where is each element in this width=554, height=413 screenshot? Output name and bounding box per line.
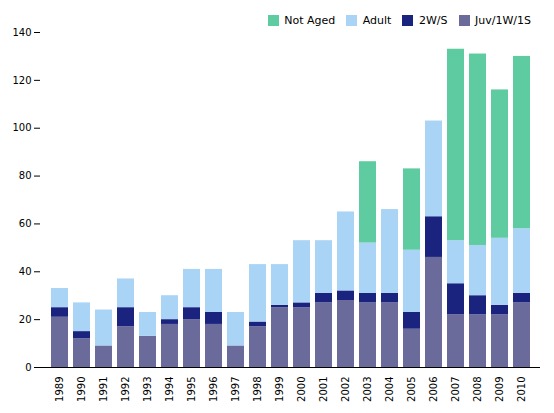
svg-text:1997: 1997 <box>230 377 241 402</box>
svg-text:1990: 1990 <box>76 377 87 402</box>
svg-text:1996: 1996 <box>208 377 219 402</box>
svg-text:100: 100 <box>12 122 31 133</box>
svg-text:2008: 2008 <box>472 377 483 402</box>
svg-text:0: 0 <box>25 362 31 373</box>
html-text:2W/S: 2W/S <box>418 14 448 27</box>
svg-text:2006: 2006 <box>428 377 439 402</box>
svg-text:80: 80 <box>19 170 32 181</box>
svg-text:2009: 2009 <box>494 377 505 402</box>
svg-text:2001: 2001 <box>318 377 329 402</box>
svg-text:2003: 2003 <box>362 377 373 402</box>
html-text:Adult: Adult <box>362 14 392 27</box>
svg-text:60: 60 <box>19 218 32 229</box>
svg-text:1998: 1998 <box>252 377 263 402</box>
html-text:Juv/1W/1S: Juv/1W/1S <box>475 14 531 27</box>
svg-text:2010: 2010 <box>516 377 527 402</box>
html-text:Not Aged: Not Aged <box>284 14 336 27</box>
svg-text:1994: 1994 <box>164 377 175 402</box>
svg-text:40: 40 <box>19 266 32 277</box>
svg-text:1991: 1991 <box>98 377 109 402</box>
svg-text:2007: 2007 <box>450 377 461 402</box>
svg-text:1992: 1992 <box>120 377 131 402</box>
svg-text:1993: 1993 <box>142 377 153 402</box>
svg-text:1995: 1995 <box>186 377 197 402</box>
svg-text:1989: 1989 <box>54 377 65 402</box>
svg-text:2005: 2005 <box>406 377 417 402</box>
svg-text:2004: 2004 <box>384 377 395 402</box>
svg-text:1999: 1999 <box>274 377 285 402</box>
svg-text:120: 120 <box>12 75 31 86</box>
svg-text:20: 20 <box>19 314 32 325</box>
svg-text:2000: 2000 <box>296 377 307 402</box>
svg-text:2002: 2002 <box>340 377 351 402</box>
svg-text:140: 140 <box>12 27 31 38</box>
